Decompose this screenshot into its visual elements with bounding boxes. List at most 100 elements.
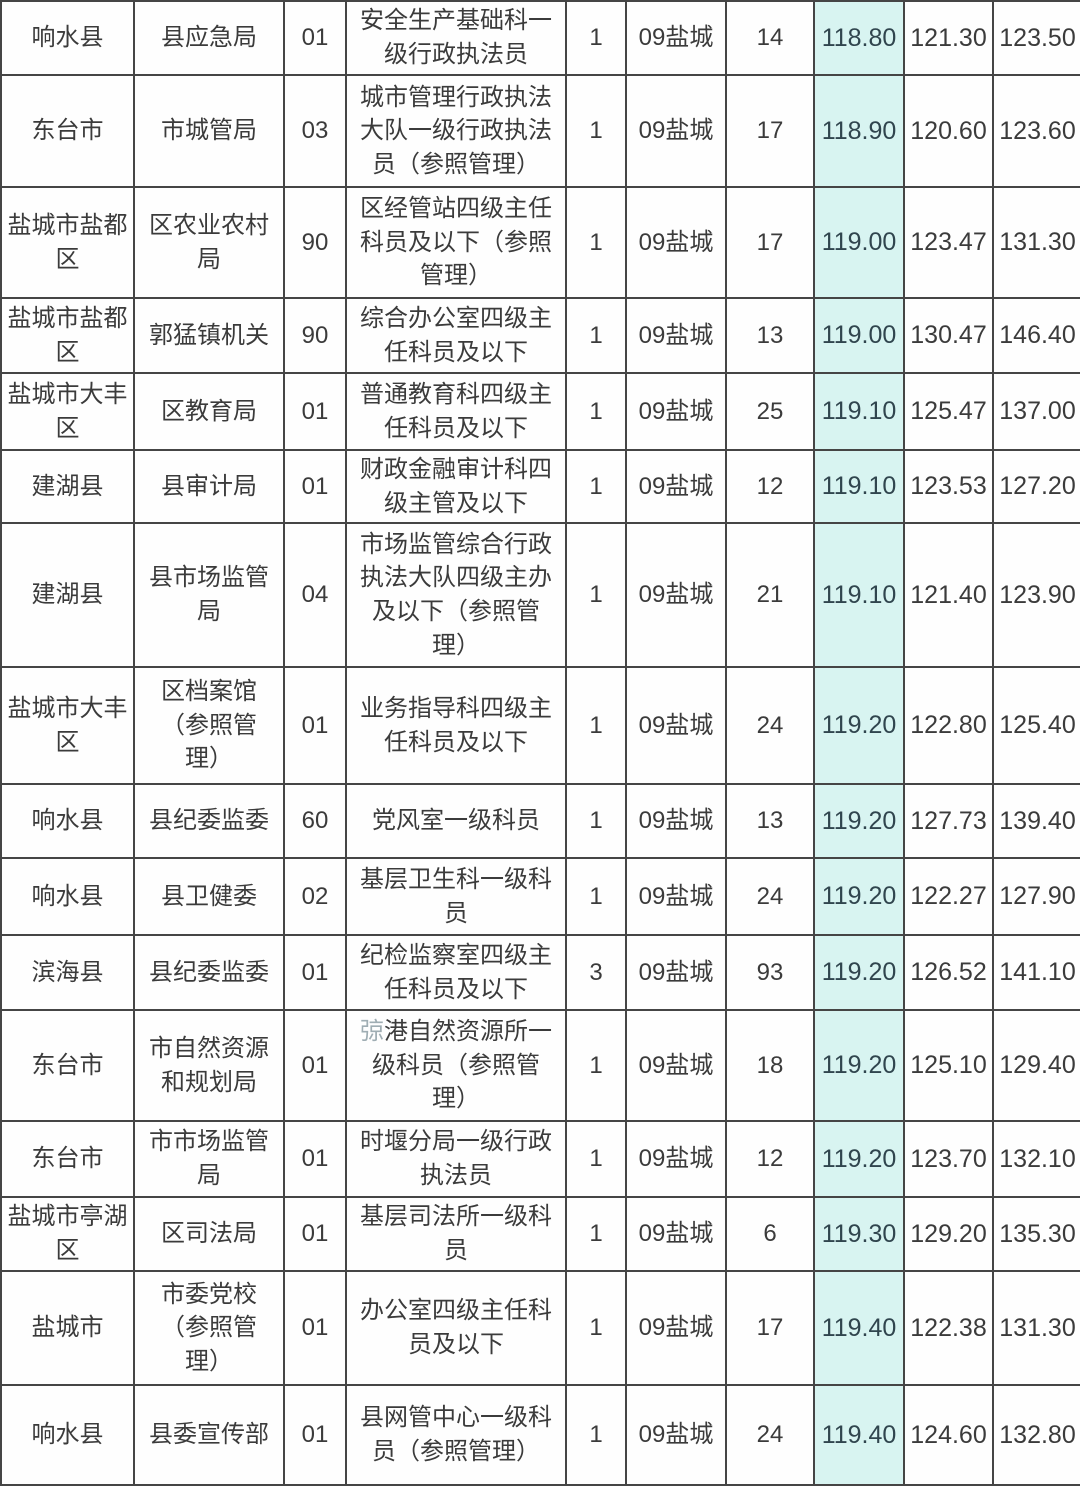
cell-score2: 122.27 xyxy=(903,857,994,936)
cell-score2: 122.38 xyxy=(903,1270,994,1386)
cell-score2: 123.47 xyxy=(903,186,994,299)
cell-county: 建湖县 xyxy=(0,449,135,524)
cell-department: 市自然资源和规划局 xyxy=(133,1009,285,1122)
cell-city: 09盐城 xyxy=(625,666,727,785)
cell-county: 盐城市 xyxy=(0,1270,135,1386)
cell-score1: 119.20 xyxy=(813,934,905,1011)
cell-county: 盐城市亭湖区 xyxy=(0,1196,135,1272)
cell-score1: 119.00 xyxy=(813,297,905,374)
cell-score3: 131.30 xyxy=(992,186,1080,299)
cell-score2: 122.80 xyxy=(903,666,994,785)
cell-score3: 123.50 xyxy=(992,0,1080,76)
table-row: 盐城市盐都区 区农业农村局 90 区经管站四级主任科员及以下（参照管理） 1 09盐城 17… xyxy=(0,186,1080,299)
cell-score1: 119.20 xyxy=(813,1120,905,1198)
cell-city: 09盐城 xyxy=(625,857,727,936)
cell-department: 郭猛镇机关 xyxy=(133,297,285,374)
cell-city: 09盐城 xyxy=(625,186,727,299)
cell-county: 东台市 xyxy=(0,1120,135,1198)
cell-score1: 119.00 xyxy=(813,186,905,299)
cell-code: 01 xyxy=(283,1196,347,1272)
cell-department: 县委宣传部 xyxy=(133,1384,285,1486)
cell-openings: 1 xyxy=(565,857,627,936)
cell-applicants: 14 xyxy=(725,0,815,76)
cell-code: 02 xyxy=(283,857,347,936)
cell-score1: 119.10 xyxy=(813,449,905,524)
cell-position: 基层卫生科一级科员 xyxy=(345,857,567,936)
cell-score2: 126.52 xyxy=(903,934,994,1011)
cell-score2: 121.40 xyxy=(903,522,994,668)
cell-score3: 139.40 xyxy=(992,783,1080,859)
cell-code: 01 xyxy=(283,1009,347,1122)
cell-openings: 1 xyxy=(565,449,627,524)
cell-applicants: 18 xyxy=(725,1009,815,1122)
cell-position: 基层司法所一级科员 xyxy=(345,1196,567,1272)
cell-county: 盐城市盐都区 xyxy=(0,186,135,299)
table-row: 盐城市大丰区 区档案馆（参照管理） 01 业务指导科四级主任科员及以下 1 09盐城 24 1… xyxy=(0,666,1080,785)
cell-position: 党风室一级科员 xyxy=(345,783,567,859)
cell-openings: 1 xyxy=(565,666,627,785)
cell-score3: 132.80 xyxy=(992,1384,1080,1486)
table-row: 建湖县 县审计局 01 财政金融审计科四级主管及以下 1 09盐城 12 119.10 123.… xyxy=(0,449,1080,524)
cell-position: 普通教育科四级主任科员及以下 xyxy=(345,372,567,451)
cell-openings: 1 xyxy=(565,1196,627,1272)
cell-city: 09盐城 xyxy=(625,297,727,374)
cell-county: 响水县 xyxy=(0,1384,135,1486)
cell-position: 纪检监察室四级主任科员及以下 xyxy=(345,934,567,1011)
cell-position: 弶港自然资源所一级科员（参照管理） xyxy=(345,1009,567,1122)
cell-position: 综合办公室四级主任科员及以下 xyxy=(345,297,567,374)
cell-city: 09盐城 xyxy=(625,1270,727,1386)
cell-score1: 119.30 xyxy=(813,1196,905,1272)
cell-openings: 1 xyxy=(565,74,627,188)
cell-city: 09盐城 xyxy=(625,449,727,524)
table-row: 响水县 县委宣传部 01 县网管中心一级科员（参照管理） 1 09盐城 24 119.40 12… xyxy=(0,1384,1080,1486)
cell-score2: 120.60 xyxy=(903,74,994,188)
cell-openings: 1 xyxy=(565,1270,627,1386)
cell-city: 09盐城 xyxy=(625,934,727,1011)
cell-openings: 1 xyxy=(565,1009,627,1122)
cell-openings: 1 xyxy=(565,186,627,299)
cell-applicants: 12 xyxy=(725,449,815,524)
cell-score1: 119.20 xyxy=(813,666,905,785)
cell-code: 01 xyxy=(283,666,347,785)
cell-openings: 1 xyxy=(565,522,627,668)
cell-score1: 119.10 xyxy=(813,522,905,668)
cell-department: 市委党校（参照管理） xyxy=(133,1270,285,1386)
cell-city: 09盐城 xyxy=(625,522,727,668)
cell-code: 04 xyxy=(283,522,347,668)
cell-openings: 1 xyxy=(565,297,627,374)
cell-position: 市场监管综合行政执法大队四级主办及以下（参照管理） xyxy=(345,522,567,668)
cell-applicants: 24 xyxy=(725,857,815,936)
table-row: 响水县 县纪委监委 60 党风室一级科员 1 09盐城 13 119.20 127.73 139.… xyxy=(0,783,1080,859)
cell-applicants: 13 xyxy=(725,297,815,374)
cell-code: 90 xyxy=(283,297,347,374)
cell-applicants: 17 xyxy=(725,186,815,299)
cell-department: 县纪委监委 xyxy=(133,783,285,859)
table-row: 盐城市大丰区 区教育局 01 普通教育科四级主任科员及以下 1 09盐城 25 119.10 1… xyxy=(0,372,1080,451)
cell-score3: 123.60 xyxy=(992,74,1080,188)
cell-department: 市市场监管局 xyxy=(133,1120,285,1198)
cell-county: 东台市 xyxy=(0,1009,135,1122)
cell-score3: 127.20 xyxy=(992,449,1080,524)
table-row: 东台市 市自然资源和规划局 01 弶港自然资源所一级科员（参照管理） 1 09盐城 18 11… xyxy=(0,1009,1080,1122)
table-row: 盐城市盐都区 郭猛镇机关 90 综合办公室四级主任科员及以下 1 09盐城 13 119.00… xyxy=(0,297,1080,374)
cell-score3: 135.30 xyxy=(992,1196,1080,1272)
cell-score2: 124.60 xyxy=(903,1384,994,1486)
cell-position: 业务指导科四级主任科员及以下 xyxy=(345,666,567,785)
cell-score3: 129.40 xyxy=(992,1009,1080,1122)
table-row: 响水县 县应急局 01 安全生产基础科一级行政执法员 1 09盐城 14 118.80 121.… xyxy=(0,0,1080,76)
cell-department: 县纪委监委 xyxy=(133,934,285,1011)
cell-position: 区经管站四级主任科员及以下（参照管理） xyxy=(345,186,567,299)
cell-score1: 119.20 xyxy=(813,857,905,936)
cell-department: 县市场监管局 xyxy=(133,522,285,668)
cell-score3: 131.30 xyxy=(992,1270,1080,1386)
cell-openings: 1 xyxy=(565,1384,627,1486)
cell-city: 09盐城 xyxy=(625,0,727,76)
cell-department: 区农业农村局 xyxy=(133,186,285,299)
cell-county: 滨海县 xyxy=(0,934,135,1011)
cell-applicants: 25 xyxy=(725,372,815,451)
cell-code: 03 xyxy=(283,74,347,188)
cell-score2: 121.30 xyxy=(903,0,994,76)
cell-score2: 125.47 xyxy=(903,372,994,451)
cell-score1: 119.40 xyxy=(813,1384,905,1486)
